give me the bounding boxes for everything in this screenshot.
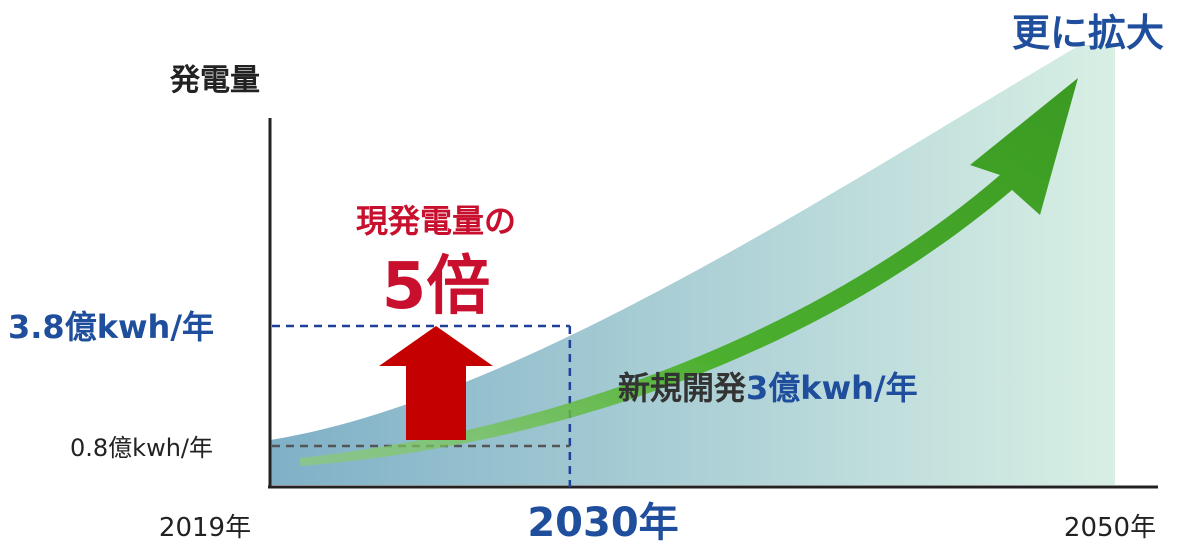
x-tick-start: 2019年 (159, 513, 251, 543)
future-expansion-label: 更に拡大 (1012, 11, 1164, 55)
new-development-value: 3億kwh/年 (746, 369, 918, 407)
y-tick-high: 3.8億kwh/年 (8, 308, 214, 346)
new-development-prefix: 新規開発 (618, 369, 747, 407)
new-development-label: 新規開発3億kwh/年 (618, 369, 918, 407)
increase-arrow (379, 326, 493, 440)
y-tick-low: 0.8億kwh/年 (70, 434, 213, 462)
increase-label-line1: 現発電量の (356, 202, 516, 240)
increase-label-line2: 5倍 (382, 250, 491, 324)
growth-area (270, 45, 1115, 485)
y-axis-label: 発電量 (169, 63, 260, 98)
x-tick-end: 2050年 (1064, 513, 1156, 543)
x-tick-mid: 2030年 (527, 500, 678, 544)
